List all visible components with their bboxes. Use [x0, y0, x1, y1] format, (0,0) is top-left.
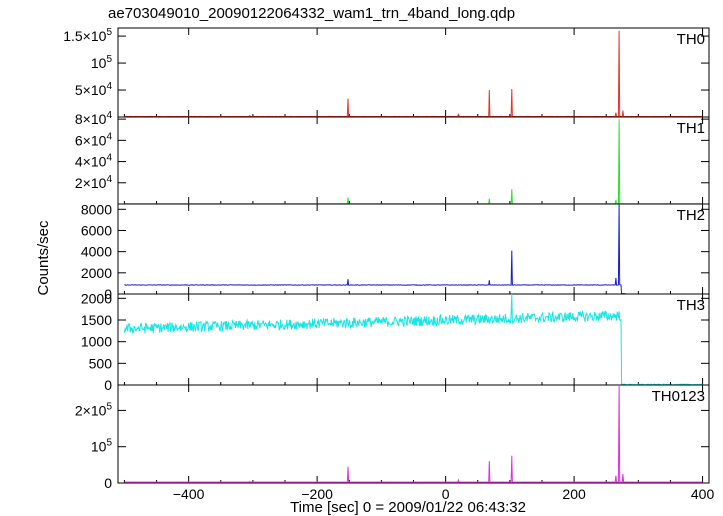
x-axis-label: Time [sec] 0 = 2009/01/22 06:43:32: [290, 499, 526, 516]
panel-frame: [117, 27, 710, 118]
y-tick-label: 2×105: [75, 401, 113, 418]
y-tick-label: 8000: [81, 201, 112, 217]
chart-panels: 5×104 105 1.5×105 TH0 2×104 4×104 6×104 8×104 TH…: [63, 27, 714, 502]
y-tick-label: 4000: [81, 244, 112, 260]
chart-title: ae703049010_20090122064332_wam1_trn_4ban…: [108, 5, 515, 22]
panel-frame: [117, 384, 710, 484]
y-tick-label: 8×104: [75, 110, 113, 127]
panel-th1: 2×104 4×104 6×104 8×104 TH1: [75, 110, 710, 205]
x-tick-label: −400: [173, 486, 205, 502]
y-tick-label: 500: [89, 355, 113, 371]
y-tick-label: 1.5×105: [63, 27, 112, 44]
panel-th0123: 0 105 2×105 TH0123: [75, 384, 710, 491]
x-tick-label: 0: [442, 486, 450, 502]
y-tick-label: 2000: [81, 290, 112, 306]
series-line-th3: [123, 293, 703, 386]
y-axis-label: Counts/sec: [35, 220, 52, 296]
y-tick-label: 6000: [81, 222, 112, 238]
panel-label-th1: TH1: [677, 120, 705, 137]
series-line-th1: [124, 119, 703, 205]
y-tick-label: 1000: [81, 334, 112, 350]
y-tick-label: 4×104: [75, 153, 113, 170]
panel-label-th0123: TH0123: [652, 388, 705, 405]
y-tick-label: 0: [104, 286, 112, 302]
panel-th2: 0 2000 4000 6000 8000 TH2: [81, 201, 710, 302]
panel-frame: [117, 116, 710, 205]
panel-th0: 5×104 105 1.5×105 TH0: [63, 27, 710, 118]
panel-label-th2: TH2: [677, 207, 705, 224]
panel-frame: [117, 203, 710, 295]
y-tick-label: 105: [91, 54, 113, 71]
x-tick-label: 200: [562, 486, 586, 502]
y-tick-label: 2000: [81, 265, 112, 281]
x-tick-label: 400: [691, 486, 715, 502]
y-tick-label: 2×104: [75, 174, 113, 191]
series-line-th0: [124, 30, 703, 118]
series-line-th0123: [124, 384, 703, 483]
panel-label-th0: TH0: [677, 31, 705, 48]
panel-th3: 0 500 1000 1500 2000 TH3: [81, 290, 710, 393]
y-tick-label: 1500: [81, 312, 112, 328]
y-tick-label: 0: [104, 475, 112, 491]
y-tick-label: 6×104: [75, 131, 113, 148]
panel-frame: [117, 293, 710, 386]
y-tick-label: 0: [104, 377, 112, 393]
panel-label-th3: TH3: [677, 297, 705, 314]
x-tick-label: −200: [301, 486, 333, 502]
y-tick-label: 5×104: [75, 81, 113, 98]
y-tick-label: 105: [91, 438, 113, 455]
series-line-th2: [124, 203, 626, 295]
